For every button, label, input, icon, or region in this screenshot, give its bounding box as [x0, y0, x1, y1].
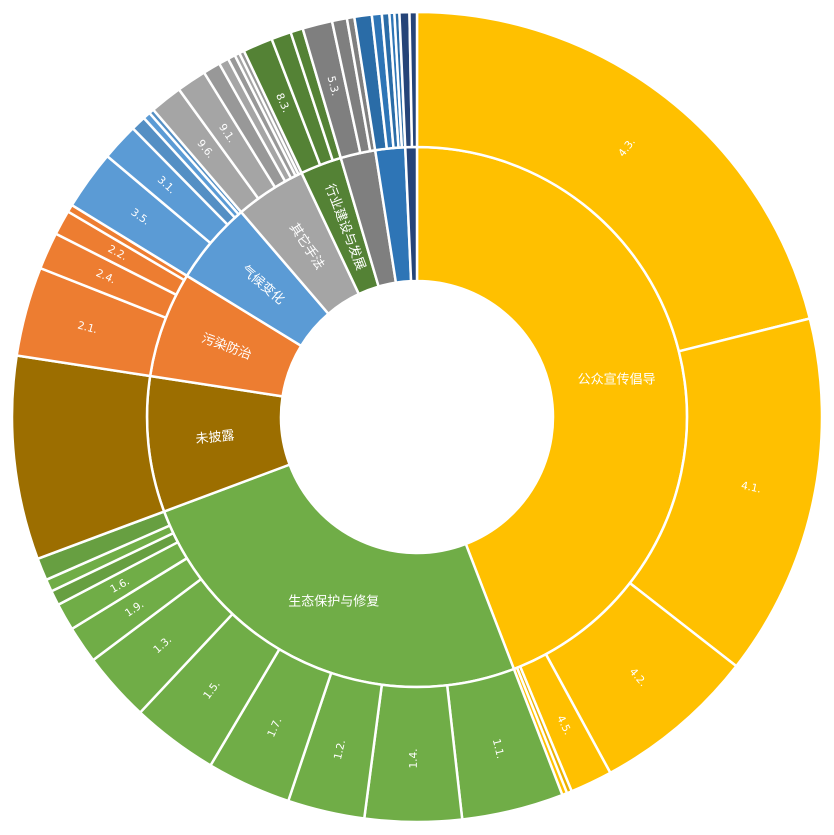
- outer-label-1-4-1-1: 1.4.: [408, 748, 420, 768]
- outer-label-2-1-3-0: 2.1.: [76, 319, 98, 336]
- inner-label-1: 生态保护与修复: [288, 595, 379, 610]
- outer-ring: [10, 10, 824, 824]
- outer-label-1-2-1-2: 1.2.: [332, 739, 348, 761]
- outer-label-1-1-1-0: 1.1.: [490, 738, 506, 760]
- outer-label-5-3-7-0: 5.3.: [325, 75, 342, 97]
- inner-label-2: 未披露: [195, 428, 235, 447]
- inner-ring: [145, 145, 689, 689]
- inner-label-0: 公众宣传倡导: [578, 372, 656, 388]
- outer-label-4-1-0-1: 4.1.: [740, 480, 762, 496]
- outer-slice-4-3-0-0: [415, 10, 812, 353]
- outer-slice-segment-9-1: [408, 10, 419, 149]
